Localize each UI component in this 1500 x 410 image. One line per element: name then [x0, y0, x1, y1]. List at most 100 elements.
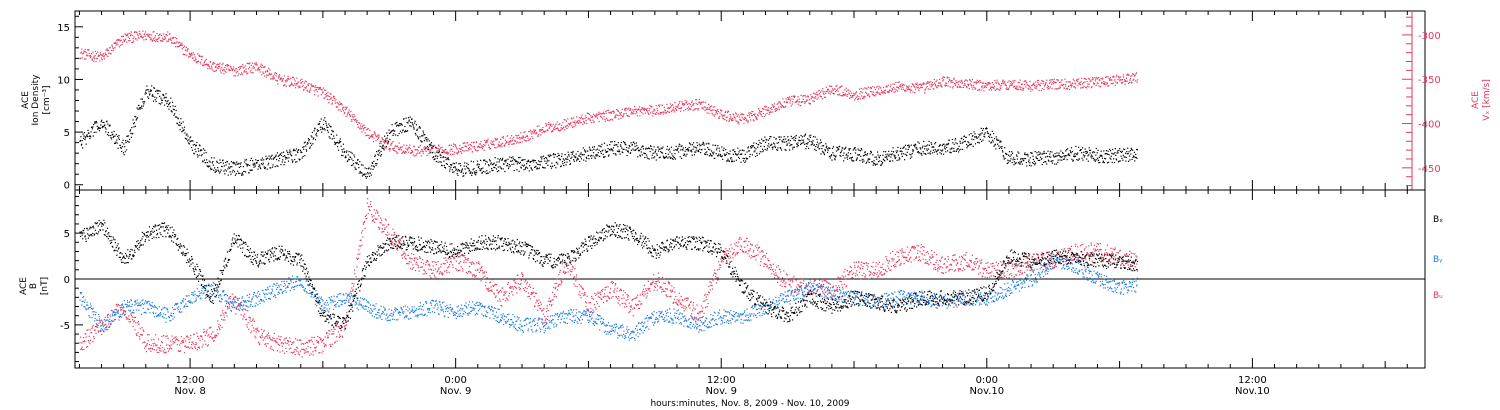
data-point: [700, 152, 702, 154]
data-point: [473, 146, 475, 148]
data-point: [643, 152, 645, 155]
data-point: [500, 144, 502, 146]
data-point: [778, 136, 780, 138]
data-point: [222, 162, 224, 164]
data-point: [457, 169, 460, 171]
data-point: [120, 39, 122, 41]
data-point: [900, 150, 902, 152]
data-point: [235, 164, 237, 166]
data-point: [123, 41, 125, 43]
data-point: [144, 35, 146, 37]
data-point: [746, 158, 749, 160]
data-point: [325, 120, 327, 122]
data-point: [561, 153, 563, 155]
data-point: [507, 135, 509, 137]
data-point: [99, 52, 101, 54]
data-point: [101, 58, 103, 61]
data-point: [480, 143, 482, 145]
data-point: [1113, 76, 1115, 78]
data-point: [136, 31, 138, 33]
data-point: [410, 152, 412, 154]
data-point: [611, 149, 614, 151]
data-point: [275, 154, 277, 156]
data-point: [752, 119, 754, 121]
data-point: [538, 164, 540, 166]
data-point: [344, 150, 346, 153]
data-point: [629, 109, 631, 111]
data-point: [585, 156, 587, 158]
data-point: [972, 88, 974, 90]
data-point: [760, 145, 762, 147]
data-point: [844, 89, 846, 91]
data-point: [962, 138, 965, 141]
data-point: [504, 145, 506, 147]
data-point: [217, 67, 219, 70]
data-point: [894, 88, 896, 90]
data-point: [770, 136, 772, 138]
data-point: [239, 67, 241, 69]
data-point: [275, 155, 277, 157]
data-point: [548, 121, 550, 124]
data-point: [416, 149, 418, 151]
data-point: [181, 48, 183, 50]
data-point: [1057, 79, 1059, 81]
data-point: [499, 159, 501, 161]
data-point: [404, 130, 406, 132]
data-point: [663, 156, 665, 159]
data-point: [697, 109, 699, 111]
data-point: [530, 167, 532, 169]
data-point: [116, 42, 118, 44]
data-point: [996, 88, 998, 90]
data-point: [83, 132, 86, 134]
data-point: [154, 99, 156, 101]
data-point: [329, 95, 331, 98]
data-point: [942, 149, 944, 151]
data-point: [86, 54, 88, 56]
data-point: [873, 162, 875, 164]
data-point: [909, 153, 911, 155]
data-point: [726, 152, 728, 154]
data-point: [547, 154, 549, 156]
data-point: [449, 150, 451, 152]
data-point: [208, 160, 210, 162]
data-point: [608, 149, 610, 151]
data-point: [1117, 152, 1119, 154]
data-point: [304, 87, 306, 89]
data-point: [1107, 76, 1109, 78]
data-point: [739, 153, 741, 155]
data-point: [930, 150, 932, 152]
data-point: [1125, 156, 1127, 159]
data-point: [961, 80, 963, 82]
velocity-axis-label: ACE Vₓ [km/s]: [1471, 79, 1492, 121]
data-point: [592, 152, 595, 154]
data-point: [272, 164, 274, 166]
data-point: [669, 148, 671, 150]
data-point: [710, 155, 712, 157]
data-point: [303, 82, 305, 84]
data-point: [1083, 77, 1085, 80]
data-point: [897, 154, 899, 156]
data-point: [371, 134, 373, 136]
data-point: [237, 163, 239, 165]
data-point: [841, 149, 843, 151]
data-point: [988, 89, 990, 91]
data-point: [377, 153, 379, 155]
data-point: [929, 152, 931, 154]
data-point: [819, 91, 822, 93]
data-point: [938, 82, 940, 84]
data-point: [1122, 81, 1124, 83]
data-point: [166, 100, 168, 103]
data-point: [194, 56, 196, 58]
data-point: [750, 119, 752, 121]
data-point: [824, 91, 826, 93]
data-point: [743, 150, 745, 152]
data-point: [97, 319, 99, 321]
data-point: [554, 128, 556, 130]
data-point: [98, 322, 100, 324]
data-point: [264, 168, 266, 170]
data-point: [727, 112, 729, 114]
data-point: [777, 106, 780, 108]
data-point: [600, 113, 602, 115]
data-point: [1100, 86, 1102, 88]
data-point: [476, 172, 478, 174]
